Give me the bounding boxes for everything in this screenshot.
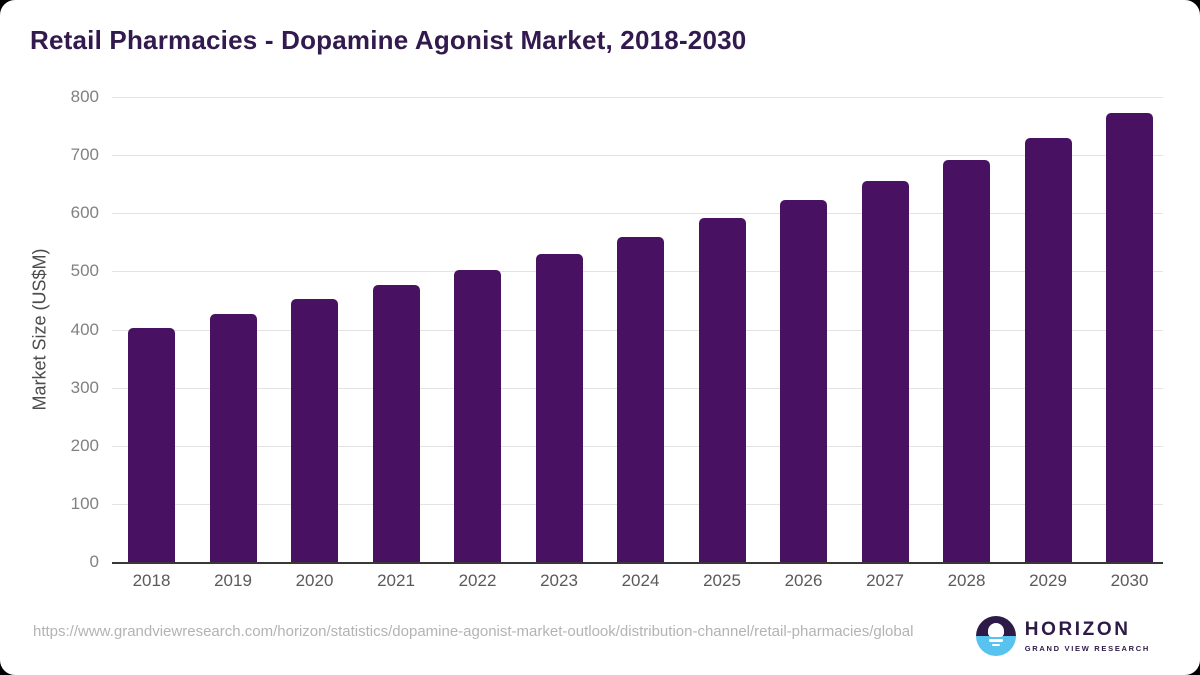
y-tick-label: 400 <box>70 319 99 339</box>
logo-title: HORIZON <box>1024 619 1131 640</box>
x-tick-label-2030: 2030 <box>1110 571 1149 590</box>
bar-2024 <box>617 236 664 562</box>
plot-area <box>112 97 1163 564</box>
bar-2028 <box>943 159 990 562</box>
y-tick-label: 0 <box>89 552 99 571</box>
bar-2021 <box>372 284 420 562</box>
horizon-sun-icon <box>975 616 1016 656</box>
bar-2020 <box>291 299 338 562</box>
bar-2027 <box>861 180 909 562</box>
gridline <box>112 213 1163 215</box>
logo-text: HORIZON GRAND VIEW RESEARCH <box>1025 619 1150 653</box>
y-tick-label: 700 <box>70 145 99 165</box>
logo-subtitle: GRAND VIEW RESEARCH <box>1024 644 1150 653</box>
x-tick-label-2028: 2028 <box>947 571 986 590</box>
bar-2026 <box>780 199 827 562</box>
sun-glyph <box>987 623 1004 637</box>
source-url: https://www.grandviewresearch.com/horizo… <box>33 623 914 640</box>
y-tick-label: 200 <box>70 435 99 455</box>
bar-2029 <box>1024 137 1072 562</box>
x-tick-label-2018: 2018 <box>132 571 171 590</box>
x-tick-label-2020: 2020 <box>295 571 334 590</box>
x-tick-label-2029: 2029 <box>1029 571 1067 590</box>
chart-title: Retail Pharmacies - Dopamine Agonist Mar… <box>30 25 747 55</box>
y-axis-tick-labels: 800 700 600 500 400 300 200 100 0 <box>0 87 99 571</box>
bar-2018 <box>128 328 175 562</box>
x-tick-label-2027: 2027 <box>866 571 904 590</box>
y-tick-label: 500 <box>70 261 99 281</box>
x-tick-label-2026: 2026 <box>784 571 823 590</box>
y-tick-label: 600 <box>70 203 99 223</box>
bar-2019 <box>209 313 257 562</box>
x-tick-label-2022: 2022 <box>458 571 497 590</box>
x-tick-label-2021: 2021 <box>377 571 415 590</box>
horizon-logo: HORIZON GRAND VIEW RESEARCH <box>975 616 1150 656</box>
bar-2025 <box>698 218 746 562</box>
bar-2023 <box>535 253 583 562</box>
y-tick-label: 300 <box>70 377 99 397</box>
bar-series <box>112 97 1163 562</box>
x-tick-label-2025: 2025 <box>703 571 741 590</box>
y-tick-label: 800 <box>70 87 99 106</box>
gridline <box>112 155 1163 157</box>
gridline <box>112 97 1163 98</box>
sun-reflection-line <box>988 639 1003 642</box>
x-tick-label-2024: 2024 <box>621 571 660 590</box>
sun-reflection-line <box>991 644 1000 646</box>
x-tick-label-2023: 2023 <box>540 571 578 590</box>
y-tick-label: 100 <box>70 493 99 513</box>
bar-2030 <box>1106 113 1153 562</box>
x-axis-tick-labels: 2018 2019 2020 2021 2022 2023 2024 2025 2026 2027… <box>112 571 1163 591</box>
x-tick-label-2019: 2019 <box>214 571 252 590</box>
bar-2022 <box>454 269 501 562</box>
